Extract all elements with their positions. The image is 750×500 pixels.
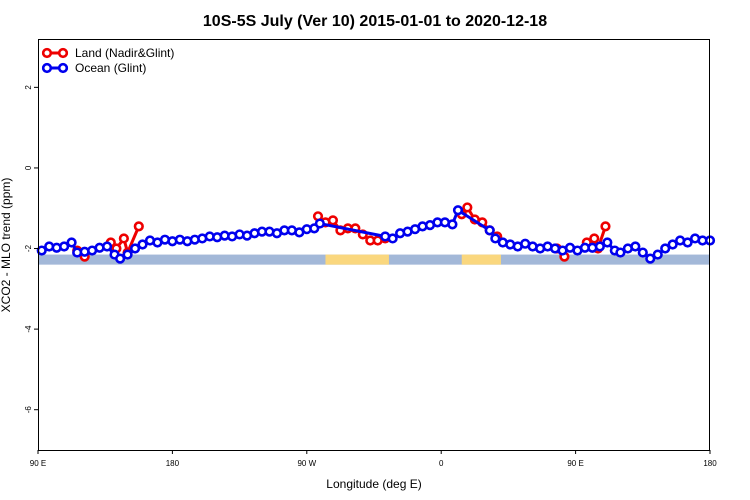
x-tick-label: 90 E <box>567 459 583 468</box>
ocean-series-point <box>447 219 458 230</box>
ocean-series-point <box>615 247 626 258</box>
ocean-series-point <box>594 241 605 252</box>
ocean-series-point <box>36 245 47 256</box>
ocean-series-segment <box>36 205 716 264</box>
ocean-series-point <box>115 253 126 264</box>
ocean-series-point <box>660 243 671 254</box>
legend-marker <box>57 62 69 74</box>
ocean-series-point <box>484 225 495 236</box>
y-tick-label: -6 <box>24 406 33 414</box>
y-tick-label: 0 <box>24 165 33 170</box>
y-tick-label: 2 <box>24 85 33 90</box>
ocean-series-point <box>602 237 613 248</box>
x-tick-label: 90 E <box>30 459 46 468</box>
ocean-series-point <box>645 253 656 264</box>
land-series-point <box>589 233 600 244</box>
legend-label: Ocean (Glint) <box>75 61 146 75</box>
x-axis: 90 E 180 90 W 0 90 E 180 <box>30 450 717 468</box>
land-series-point <box>133 221 144 232</box>
y-tick-label: -4 <box>24 325 33 333</box>
ocean-series-point <box>129 243 141 254</box>
y-axis: 2 0 -2 -4 -6 <box>24 85 38 414</box>
legend-marker <box>41 47 53 59</box>
y-axis-label: XCO2 - MLO trend (ppm) <box>0 178 13 313</box>
y-tick-label: -2 <box>24 244 33 252</box>
land-series-point <box>600 221 611 232</box>
ocean-series-point <box>66 237 77 248</box>
land-band-segment <box>325 254 389 265</box>
legend-marker <box>57 47 69 59</box>
ocean-series-line <box>41 208 710 261</box>
ocean-series-point <box>122 249 133 260</box>
ocean-series-point <box>490 233 501 244</box>
ocean-series-point <box>59 241 70 252</box>
land-ocean-band <box>38 254 710 265</box>
x-tick-label: 90 W <box>297 459 316 468</box>
series-layer <box>36 202 716 264</box>
legend: Land (Nadir&Glint)Ocean (Glint) <box>41 46 174 75</box>
x-tick-label: 180 <box>703 459 717 468</box>
land-series-point <box>327 215 339 226</box>
land-band-segment <box>461 254 501 265</box>
ocean-series-point <box>137 239 148 250</box>
ocean-series-point <box>387 233 398 244</box>
x-tick-label: 180 <box>166 459 180 468</box>
x-tick-label: 0 <box>439 459 444 468</box>
legend-entry: Ocean (Glint) <box>41 61 146 75</box>
ocean-series-point <box>101 241 113 252</box>
chart-title: 10S-5S July (Ver 10) 2015-01-01 to 2020-… <box>203 13 547 30</box>
legend-marker <box>41 62 53 74</box>
ocean-series-point <box>682 237 693 248</box>
ocean-series-point <box>652 249 663 260</box>
land-series-point <box>118 233 129 244</box>
ocean-series-point <box>630 241 641 252</box>
legend-label: Land (Nadir&Glint) <box>75 46 174 60</box>
ocean-series-point <box>452 205 464 216</box>
land-series-point <box>462 202 473 213</box>
ocean-series-point <box>314 218 325 229</box>
plot-frame <box>38 39 710 451</box>
legend-entry: Land (Nadir&Glint) <box>41 46 174 60</box>
x-axis-label: Longitude (deg E) <box>326 477 421 491</box>
ocean-series-point <box>637 247 648 258</box>
ocean-series-point <box>667 239 678 250</box>
